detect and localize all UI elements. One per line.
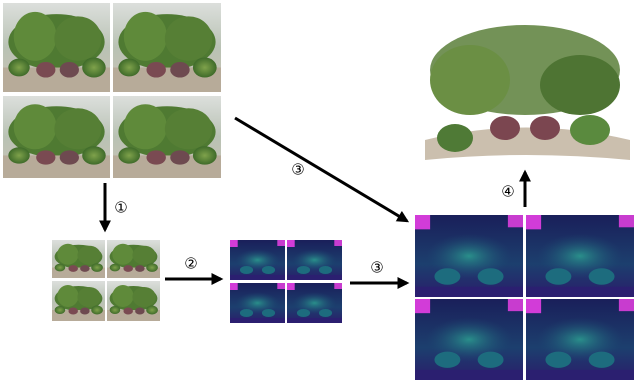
photo (113, 3, 221, 92)
depth-map (287, 283, 342, 323)
bush (530, 116, 560, 140)
depth-map (230, 283, 285, 323)
step-label: ③ (370, 259, 383, 277)
coarse-depth-maps (230, 240, 342, 323)
step-label: ② (184, 255, 197, 273)
depth-map (526, 299, 634, 380)
photo (113, 96, 221, 178)
bush (570, 115, 610, 145)
bush (490, 116, 520, 140)
photo (3, 96, 110, 178)
step-label: ① (114, 199, 127, 217)
depth-map (526, 215, 634, 297)
depth-map (415, 215, 523, 297)
diagram: ① ② ③ ③ ④ (0, 0, 638, 381)
depth-map (287, 240, 342, 280)
input-photos (3, 3, 221, 178)
photo (52, 240, 105, 278)
page: ① ② ③ ③ ④ (() => { const data = JSON.par… (0, 0, 638, 381)
depth-map (230, 240, 285, 280)
downsampled-photos (52, 240, 160, 321)
step-label: ④ (501, 183, 514, 201)
step-label: ③ (291, 161, 304, 179)
bush (437, 124, 473, 152)
depth-map (415, 299, 523, 380)
photo (107, 281, 160, 321)
photo (3, 3, 110, 92)
foliage (430, 45, 510, 115)
photo (107, 240, 160, 278)
foliage (540, 55, 620, 115)
arrow (235, 118, 407, 221)
point-cloud (410, 5, 634, 165)
photo (52, 281, 105, 321)
refined-depth-maps (415, 215, 634, 380)
